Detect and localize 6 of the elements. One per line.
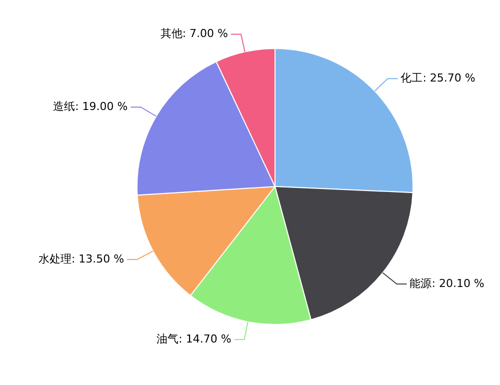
slice-label: 能源: 20.10 %	[410, 276, 484, 290]
slice-label: 造纸: 19.00 %	[53, 100, 128, 113]
slice-label: 油气: 14.70 %	[156, 332, 232, 346]
slice-label: 其他: 7.00 %	[160, 27, 228, 40]
slice-label: 水处理: 13.50 %	[38, 252, 124, 266]
slice-label: 化工: 25.70 %	[400, 72, 476, 85]
